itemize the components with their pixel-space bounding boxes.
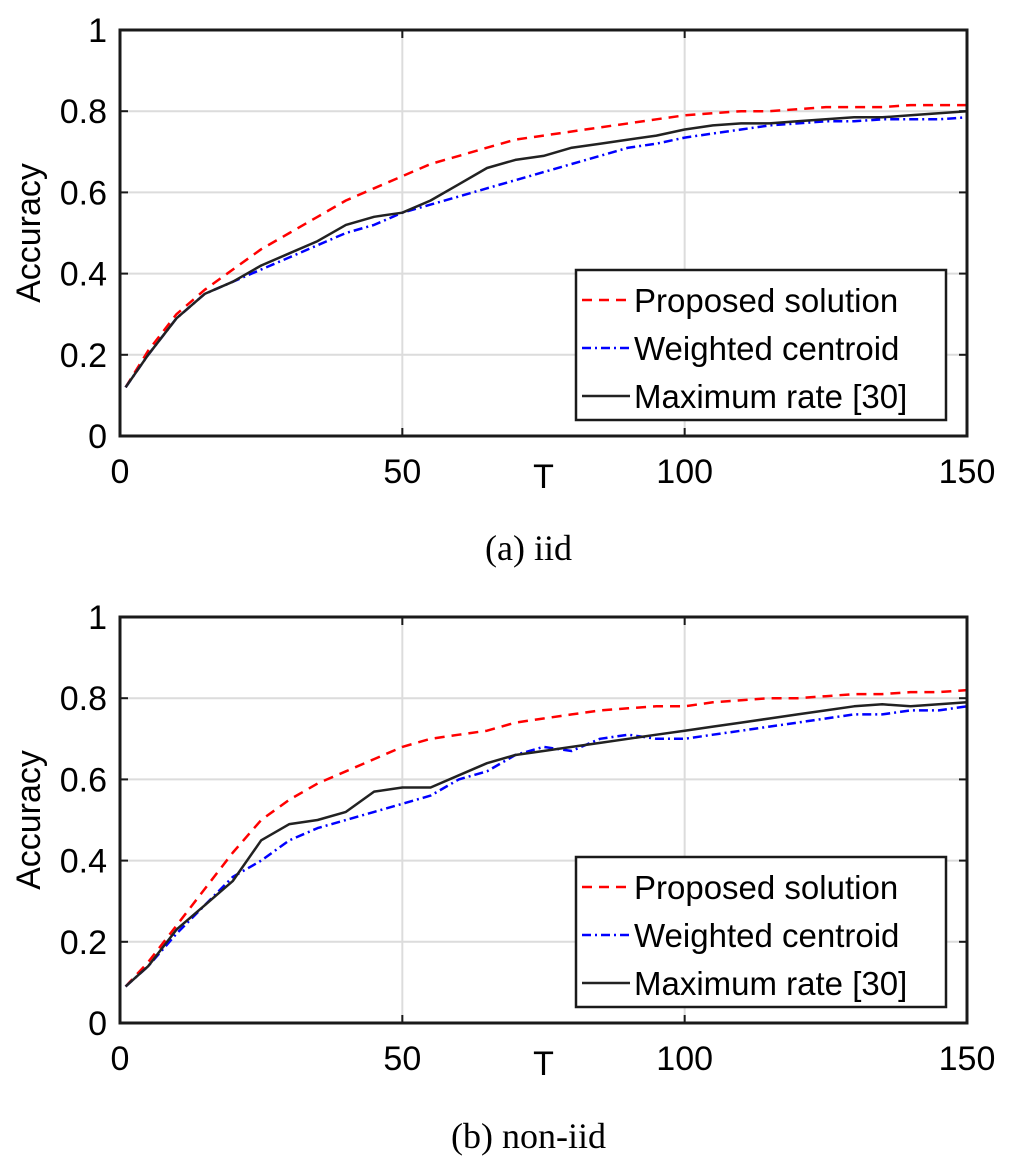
legend-label: Proposed solution [634,869,898,906]
legend-box [574,268,948,422]
chart-panel-1: 0 50 100 150 0 0.2 0.4 0.6 0.8 1 T Accuracy Proposed… [10,12,995,568]
x-axis-label: T [533,1045,554,1083]
series-line-maximum-rate-30 [124,701,968,988]
legend: Proposed solution Weighted centroid Maximu… [574,268,948,422]
x-tick-label: 100 [656,1040,713,1078]
x-tick-label: 0 [111,453,130,491]
series-line-weighted-centroid [124,705,968,988]
y-tick-label: 0 [88,1005,107,1043]
legend-label: Maximum rate [30] [634,378,907,415]
series-line-weighted-centroid [124,116,968,389]
y-tick-label: 1 [88,12,107,50]
legend-label: Weighted centroid [634,330,899,367]
x-tick-label: 50 [383,1040,421,1078]
legend-box [574,855,948,1009]
y-axis-label: Accuracy [10,163,48,303]
x-tick-label: 50 [383,453,421,491]
y-tick-label: 0.4 [60,256,107,294]
x-tick-label: 150 [939,453,996,491]
plot-frame [118,615,969,1025]
plot-frame [118,28,969,438]
y-tick-label: 0.4 [60,843,107,881]
y-tick-label: 1 [88,599,107,637]
y-axis-label: Accuracy [10,750,48,890]
chart-panel-2: 0 50 100 150 0 0.2 0.4 0.6 0.8 1 T Accuracy Proposed… [10,599,995,1156]
y-tick-label: 0.8 [60,93,107,131]
y-tick-label: 0.2 [60,337,107,375]
series-line-maximum-rate-30 [124,109,968,389]
legend-label: Maximum rate [30] [634,965,907,1002]
x-tick-label: 150 [939,1040,996,1078]
y-tick-label: 0 [88,418,107,456]
series-line-proposed-solution [124,688,968,988]
legend-label: Proposed solution [634,282,898,319]
y-tick-label: 0.8 [60,680,107,718]
legend-label: Weighted centroid [634,917,899,954]
chart-caption: (b) non-iid [451,1116,606,1156]
legend: Proposed solution Weighted centroid Maximu… [574,855,948,1009]
x-tick-label: 100 [656,453,713,491]
chart-caption: (a) iid [485,528,572,568]
y-tick-label: 0.6 [60,761,107,799]
x-axis-label: T [533,458,554,496]
y-tick-label: 0.6 [60,174,107,212]
series-line-proposed-solution [124,103,967,388]
y-tick-label: 0.2 [60,924,107,962]
x-tick-label: 0 [111,1040,130,1078]
